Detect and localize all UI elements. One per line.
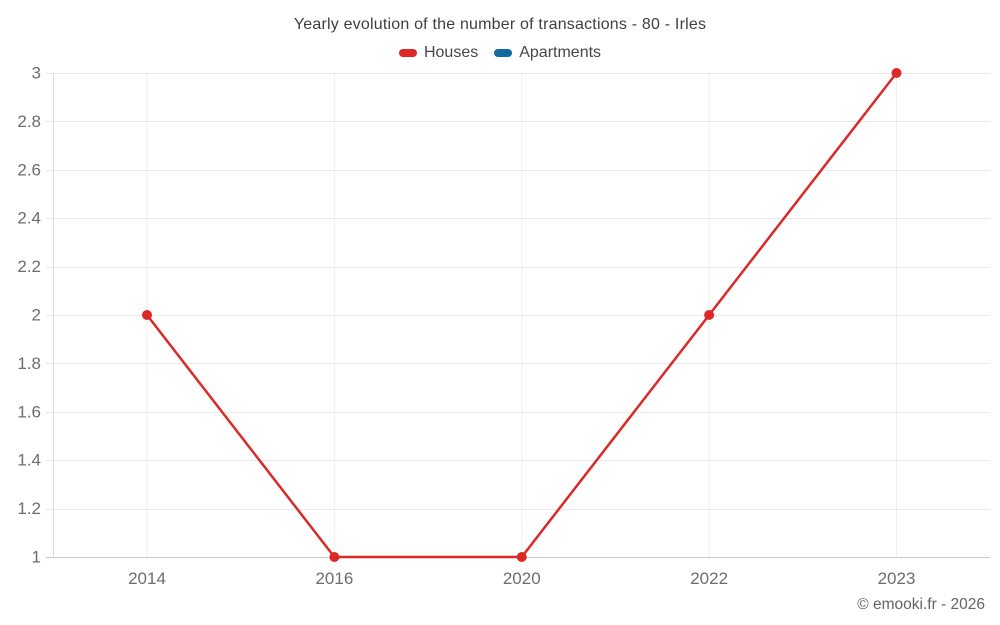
svg-text:2014: 2014: [128, 569, 166, 588]
watermark: © emooki.fr - 2026: [857, 596, 985, 613]
svg-text:2: 2: [32, 306, 41, 325]
svg-text:2.8: 2.8: [17, 112, 41, 131]
svg-text:2020: 2020: [503, 569, 541, 588]
legend-label-houses: Houses: [423, 44, 479, 61]
houses-series-swatch-icon: [398, 49, 417, 57]
apartments-series-swatch-icon: [494, 49, 513, 57]
svg-text:2.6: 2.6: [17, 160, 41, 179]
svg-text:1.6: 1.6: [17, 402, 41, 421]
legend-item-houses[interactable]: Houses: [398, 44, 479, 62]
svg-text:1.2: 1.2: [17, 499, 41, 518]
svg-text:3: 3: [32, 64, 41, 83]
legend-label-apartments: Apartments: [519, 44, 602, 61]
svg-text:2023: 2023: [878, 569, 916, 588]
svg-text:1.8: 1.8: [17, 354, 41, 373]
svg-text:1: 1: [32, 548, 41, 567]
legend: Houses Apartments: [0, 44, 1000, 62]
legend-item-apartments[interactable]: Apartments: [494, 44, 601, 62]
svg-text:2.4: 2.4: [17, 209, 41, 228]
svg-text:2.2: 2.2: [17, 257, 41, 276]
svg-text:1.4: 1.4: [17, 451, 41, 470]
svg-text:2022: 2022: [690, 569, 728, 588]
chart-title: Yearly evolution of the number of transa…: [293, 16, 707, 33]
svg-text:2016: 2016: [315, 569, 353, 588]
